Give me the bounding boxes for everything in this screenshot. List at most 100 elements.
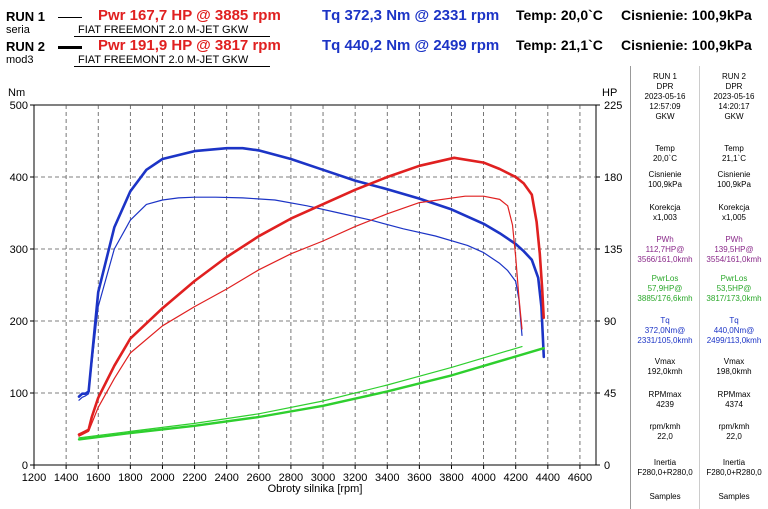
- run1-pressure-label: Cisnienie: [648, 170, 682, 179]
- run2-pwrlos-label: PwrLos: [720, 274, 748, 283]
- run2-temp-value: 21,1`C: [721, 154, 746, 163]
- run2-vmax-label: Vmax: [723, 357, 745, 366]
- run1-power: Pwr 167,7 HP @ 3885 rpm: [98, 7, 281, 24]
- run-details-panel: RUN 1 DPR 2023-05-16 12:57:09 GKW Temp 2…: [630, 66, 768, 509]
- run1-temp: Temp: 20,0`C: [516, 7, 603, 23]
- run1-pwrlos-sub: 3885/176,6kmh: [637, 294, 693, 303]
- run1-car: FIAT FREEMONT 2.0 M-JET GKW: [78, 24, 249, 36]
- run1-tq-block: Tq 372,0Nm@ 2331/105,0kmh: [631, 316, 699, 346]
- run2-samples-label: Samples: [718, 492, 750, 501]
- run2-head: RUN 2 DPR 2023-05-16 14:20:17 GKW: [700, 72, 768, 122]
- series-line-tq2: [77, 146, 546, 398]
- x-tick-label: 2800: [279, 472, 303, 484]
- run2-id: RUN 2: [6, 39, 46, 54]
- header: RUN 1 seria FIAT FREEMONT 2.0 M-JET GKW …: [0, 0, 768, 67]
- y-right-tick-label: 180: [604, 172, 622, 184]
- x-tick-label: 2600: [247, 472, 271, 484]
- run2-correction-label: Korekcja: [718, 203, 750, 212]
- run1-head-mode: DPR: [656, 82, 674, 91]
- run2-correction-value: x1,005: [721, 213, 747, 222]
- run2-pressure-block: Cisnienie 100,9kPa: [700, 170, 768, 190]
- series-line-tq1: [78, 196, 523, 401]
- run2-rpmmax-label: RPMmax: [717, 390, 751, 399]
- run1-pwh-value: 112,7HP@: [645, 245, 685, 254]
- series-line-loss1: [78, 346, 523, 439]
- run1-inertia-label: Inertia: [653, 458, 677, 467]
- run1-row: RUN 1 seria FIAT FREEMONT 2.0 M-JET GKW …: [0, 6, 768, 38]
- run2-correction-block: Korekcja x1,005: [700, 203, 768, 223]
- run2-rpmkmh-block: rpm/kmh 22,0: [700, 422, 768, 442]
- x-axis-title: Obroty silnika [rpm]: [268, 483, 363, 495]
- x-tick-label: 1600: [86, 472, 110, 484]
- x-tick-label: 1800: [118, 472, 142, 484]
- run1-temp-value: 20,0`C: [652, 154, 677, 163]
- run1-correction-value: x1,003: [652, 213, 678, 222]
- run2-samples-block: Samples: [700, 492, 768, 502]
- run1-vmax-label: Vmax: [654, 357, 676, 366]
- run1-temp-block: Temp 20,0`C: [631, 144, 699, 164]
- run2-inertia-label: Inertia: [722, 458, 746, 467]
- x-tick-label: 4600: [568, 472, 592, 484]
- x-tick-label: 2400: [214, 472, 238, 484]
- run1-rpmmax-label: RPMmax: [648, 390, 682, 399]
- x-tick-label: 3800: [439, 472, 463, 484]
- run1-pwh-sub: 3566/161,0kmh: [637, 255, 693, 264]
- run2-pressure-value: 100,9kPa: [717, 180, 751, 189]
- run1-pressure-block: Cisnienie 100,9kPa: [631, 170, 699, 190]
- y-right-tick-label: 90: [604, 316, 616, 328]
- run1-correction-label: Korekcja: [649, 203, 681, 212]
- run2-temp-label: Temp: [724, 144, 744, 153]
- run2-pwrlos-sub: 3817/173,0kmh: [706, 294, 762, 303]
- run1-sub: seria: [6, 24, 30, 36]
- x-tick-label: 3400: [375, 472, 399, 484]
- run2-sub: mod3: [6, 54, 34, 66]
- x-tick-label: 1200: [22, 472, 46, 484]
- run1-inertia-block: Inertia F280,0+R280,0: [631, 458, 699, 478]
- run1-temp-label: Temp: [655, 144, 675, 153]
- run1-head-gear: GKW: [655, 112, 675, 121]
- x-tick-label: 4000: [471, 472, 495, 484]
- run1-rpmkmh-label: rpm/kmh: [649, 422, 681, 431]
- run1-torque: Tq 372,3 Nm @ 2331 rpm: [322, 7, 500, 24]
- x-tick-label: 1400: [54, 472, 78, 484]
- run2-temp-block: Temp 21,1`C: [700, 144, 768, 164]
- run2-car: FIAT FREEMONT 2.0 M-JET GKW: [78, 54, 249, 66]
- run2-head-date: 2023-05-16: [713, 92, 755, 101]
- run1-pwrlos-label: PwrLos: [651, 274, 679, 283]
- y-right-tick-label: 0: [604, 460, 610, 472]
- run2-pwh-label: PWh: [725, 235, 743, 244]
- run1-id: RUN 1: [6, 9, 46, 24]
- run1-tq-label: Tq: [660, 316, 670, 325]
- panel-divider: [699, 66, 700, 509]
- y-left-tick-label: 100: [10, 388, 28, 400]
- run2-pwrlos-block: PwrLos 53,5HP@ 3817/173,0kmh: [700, 274, 768, 304]
- run2-vmax-value: 198,0kmh: [716, 367, 752, 376]
- run2-head-time: 14:20:17: [718, 102, 750, 111]
- run1-tq-sub: 2331/105,0kmh: [637, 336, 693, 345]
- x-tick-label: 3600: [407, 472, 431, 484]
- run1-head-run: RUN 1: [652, 72, 677, 81]
- run1-head-time: 12:57:09: [649, 102, 681, 111]
- run1-car-underline: [74, 36, 270, 37]
- y-left-axis-title: Nm: [8, 87, 25, 99]
- run1-pwh-label: PWh: [656, 235, 674, 244]
- y-right-axis-title: HP: [602, 87, 617, 99]
- run2-inertia-block: Inertia F280,0+R280,0: [700, 458, 768, 478]
- run1-rpmkmh-block: rpm/kmh 22,0: [631, 422, 699, 442]
- run1-rpmmax-block: RPMmax 4239: [631, 390, 699, 410]
- run2-pwh-sub: 3554/161,0kmh: [706, 255, 762, 264]
- y-left-tick-label: 400: [10, 172, 28, 184]
- series-line-loss2: [77, 347, 545, 441]
- y-right-tick-label: 45: [604, 388, 616, 400]
- x-tick-label: 3200: [343, 472, 367, 484]
- run2-car-underline: [74, 66, 270, 67]
- y-left-tick-label: 0: [22, 460, 28, 472]
- x-tick-label: 3000: [311, 472, 335, 484]
- run2-inertia-value: F280,0+R280,0: [706, 468, 762, 477]
- run2-power: Pwr 191,9 HP @ 3817 rpm: [98, 37, 281, 54]
- run2-rpmmax-value: 4374: [725, 400, 743, 409]
- run1-line-sample: [58, 17, 82, 18]
- run1-head-date: 2023-05-16: [644, 92, 686, 101]
- run2-rpmkmh-label: rpm/kmh: [718, 422, 750, 431]
- run1-correction-block: Korekcja x1,003: [631, 203, 699, 223]
